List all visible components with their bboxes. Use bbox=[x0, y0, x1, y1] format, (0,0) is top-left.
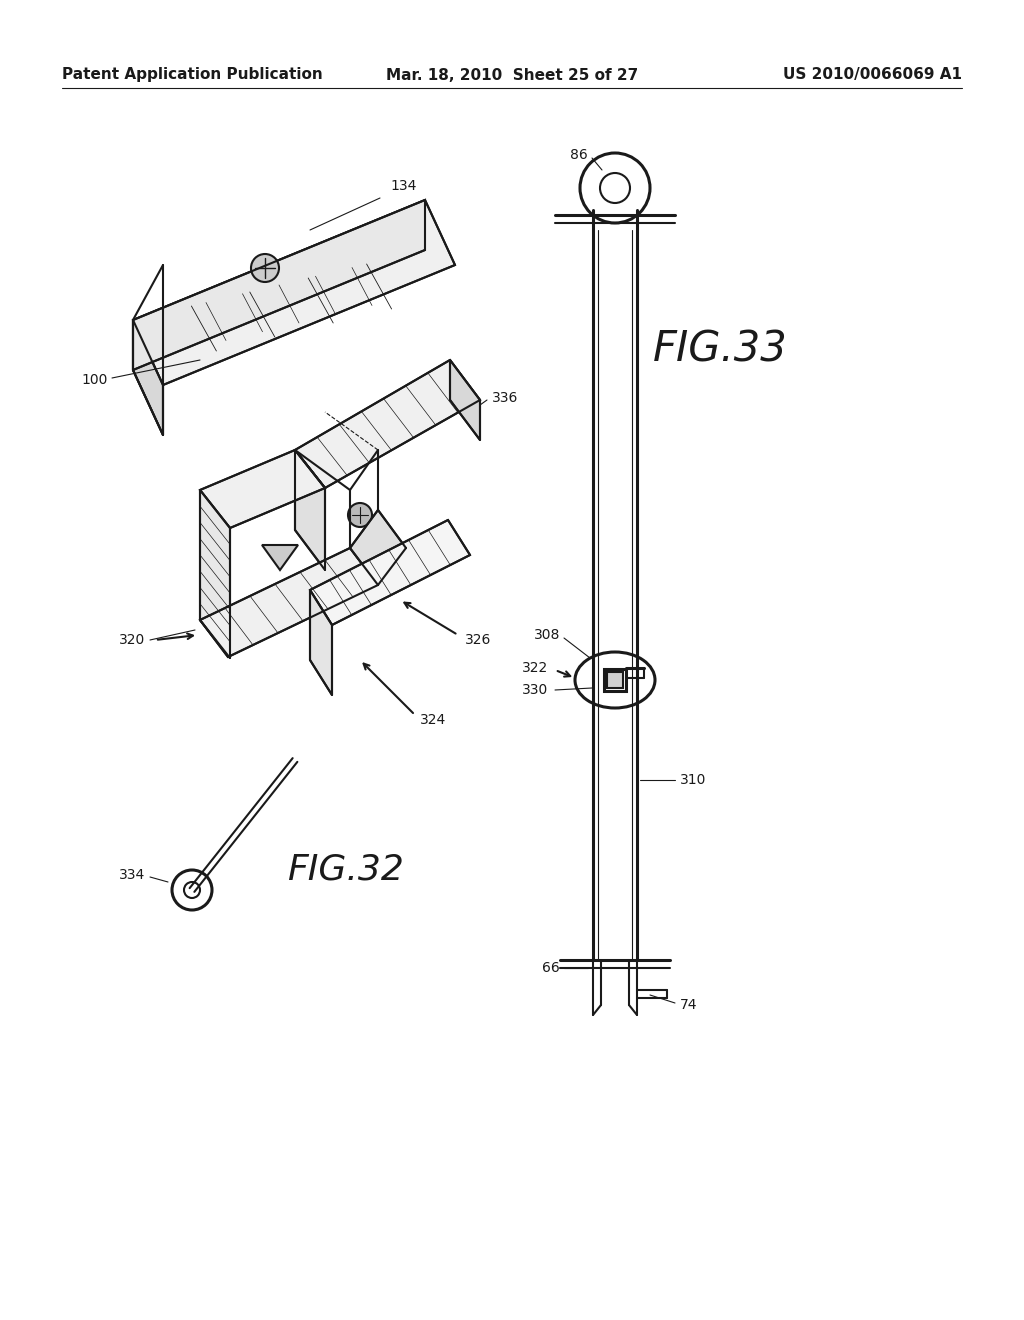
Circle shape bbox=[600, 173, 630, 203]
Polygon shape bbox=[295, 450, 325, 570]
Text: Mar. 18, 2010  Sheet 25 of 27: Mar. 18, 2010 Sheet 25 of 27 bbox=[386, 67, 638, 82]
Text: 322: 322 bbox=[522, 661, 548, 675]
Polygon shape bbox=[200, 548, 378, 657]
Text: FIG.33: FIG.33 bbox=[652, 329, 787, 371]
Polygon shape bbox=[262, 545, 298, 570]
Polygon shape bbox=[450, 360, 480, 440]
Text: 320: 320 bbox=[119, 634, 145, 647]
Polygon shape bbox=[133, 201, 425, 370]
Text: 334: 334 bbox=[119, 869, 145, 882]
Circle shape bbox=[251, 253, 279, 282]
Polygon shape bbox=[200, 490, 230, 657]
Text: 134: 134 bbox=[390, 180, 417, 193]
Bar bbox=[607, 672, 623, 688]
Text: 308: 308 bbox=[534, 628, 560, 642]
Text: US 2010/0066069 A1: US 2010/0066069 A1 bbox=[783, 67, 962, 82]
Text: 86: 86 bbox=[570, 148, 588, 162]
Polygon shape bbox=[200, 450, 325, 528]
Circle shape bbox=[580, 153, 650, 223]
Text: 100: 100 bbox=[82, 374, 108, 387]
Polygon shape bbox=[310, 520, 470, 624]
Circle shape bbox=[184, 882, 200, 898]
Text: 310: 310 bbox=[680, 774, 707, 787]
Bar bbox=[604, 669, 626, 690]
Circle shape bbox=[348, 503, 372, 527]
Text: 66: 66 bbox=[543, 961, 560, 975]
Polygon shape bbox=[310, 590, 332, 696]
Text: 324: 324 bbox=[420, 713, 446, 727]
Text: 336: 336 bbox=[492, 391, 518, 405]
Text: 74: 74 bbox=[680, 998, 697, 1012]
Polygon shape bbox=[295, 360, 480, 488]
Text: 326: 326 bbox=[465, 634, 492, 647]
Text: FIG.32: FIG.32 bbox=[287, 853, 403, 887]
Polygon shape bbox=[133, 201, 455, 385]
Text: Patent Application Publication: Patent Application Publication bbox=[62, 67, 323, 82]
Circle shape bbox=[172, 870, 212, 909]
Text: 330: 330 bbox=[522, 682, 548, 697]
Polygon shape bbox=[133, 319, 163, 436]
Polygon shape bbox=[350, 510, 406, 585]
Ellipse shape bbox=[575, 652, 655, 708]
